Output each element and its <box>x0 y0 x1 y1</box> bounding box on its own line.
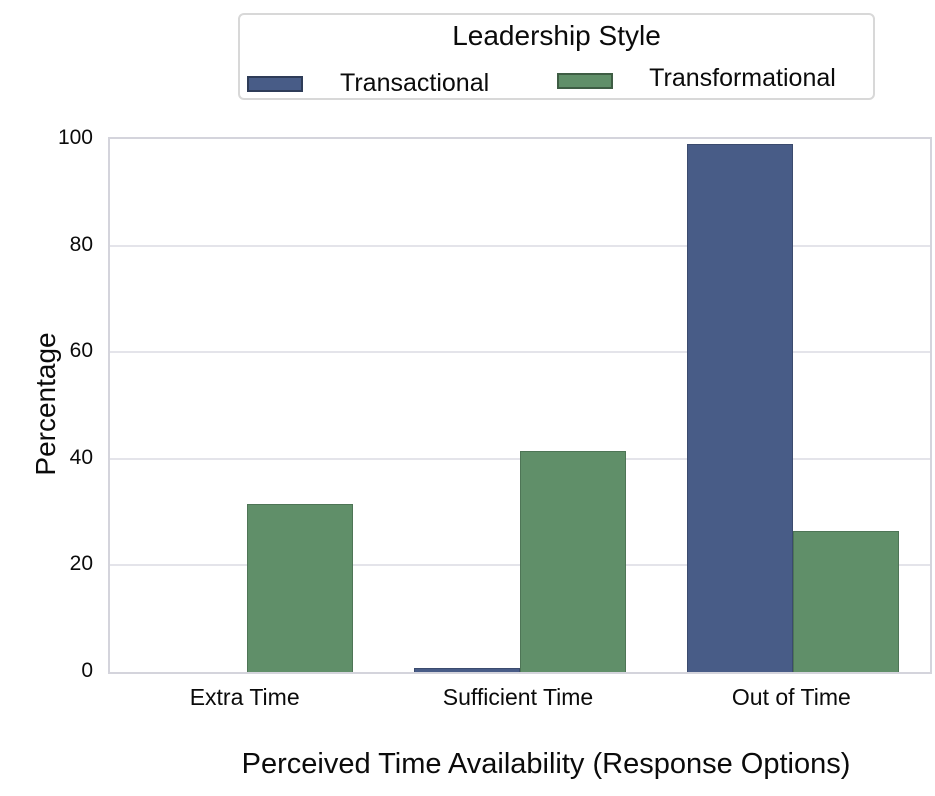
y-tick-label-0: 0 <box>81 659 93 682</box>
legend-swatch-transformational <box>557 72 614 89</box>
legend-label-transactional: Transactional <box>340 69 490 97</box>
y-tick-label-40: 40 <box>69 445 93 469</box>
bar-transformational-out-of-time <box>793 530 900 672</box>
x-tick-label-extra-time: Extra Time <box>189 684 300 710</box>
legend: Leadership Style Transactional Transform… <box>238 13 875 100</box>
x-axis-title: Perceived Time Availability (Response Op… <box>241 748 851 780</box>
bar-transactional-out-of-time <box>687 144 794 672</box>
bar-transactional-sufficient-time <box>414 667 520 672</box>
legend-title: Leadership Style <box>452 20 661 51</box>
y-tick-label-80: 80 <box>69 232 93 256</box>
legend-label-transformational: Transformational <box>649 64 836 92</box>
gridline-y-60 <box>110 351 930 354</box>
legend-swatch-transactional <box>247 75 303 92</box>
bar-transformational-sufficient-time <box>520 450 626 672</box>
legend-items: Transactional Transformational <box>247 64 836 98</box>
x-tick-label-sufficient-time: Sufficient Time <box>442 684 594 710</box>
x-tick-label-out-of-time: Out of Time <box>731 684 851 710</box>
y-tick-label-60: 60 <box>69 339 93 363</box>
y-tick-label-100: 100 <box>57 126 93 149</box>
bar-transformational-extra-time <box>246 504 353 672</box>
gridline-y-80 <box>110 244 930 247</box>
plot-area <box>108 137 932 674</box>
y-tick-label-20: 20 <box>69 552 93 576</box>
